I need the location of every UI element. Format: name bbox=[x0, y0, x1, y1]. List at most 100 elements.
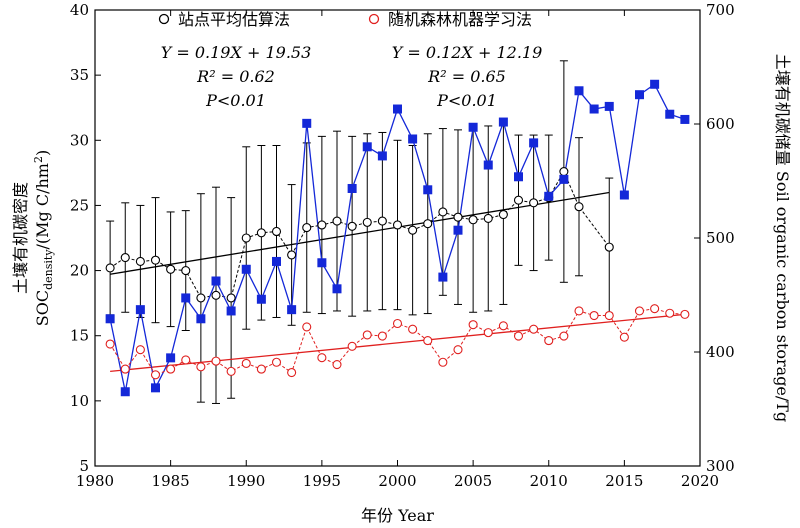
point-blue bbox=[544, 191, 554, 201]
point-blue bbox=[105, 314, 115, 324]
point-blue bbox=[604, 101, 614, 111]
point-site bbox=[332, 216, 342, 226]
point-rf bbox=[302, 322, 312, 332]
p-value: P<0.01 bbox=[205, 91, 266, 110]
point-rf bbox=[650, 304, 660, 314]
point-rf bbox=[423, 336, 433, 346]
point-rf bbox=[241, 358, 251, 368]
point-rf bbox=[377, 331, 387, 341]
series-line-site bbox=[109, 170, 610, 299]
point-blue bbox=[377, 151, 387, 161]
x-tick-label: 2010 bbox=[530, 472, 568, 490]
legend-label-rf: 随机森林机器学习法 bbox=[388, 10, 532, 29]
y-right-tick-label: 300 bbox=[706, 457, 735, 475]
point-site bbox=[559, 167, 569, 177]
point-rf bbox=[317, 353, 327, 363]
point-blue bbox=[135, 305, 145, 315]
point-blue bbox=[680, 114, 690, 124]
y-right-title-text: 土壤有机碳储量 Soil organic carbon storage/Tg bbox=[773, 54, 792, 422]
r-squared: R² = 0.65 bbox=[427, 67, 506, 86]
point-rf bbox=[150, 370, 161, 380]
point-blue bbox=[483, 160, 493, 170]
point-site bbox=[105, 263, 115, 273]
point-rf bbox=[271, 357, 282, 367]
y-left-tick-label: 25 bbox=[70, 196, 89, 214]
legend-marker-rf bbox=[368, 13, 380, 25]
y-left-tick-label: 20 bbox=[70, 262, 89, 280]
y-left-title-unit: SOCdensity/(Mg C/hm2) bbox=[32, 150, 55, 326]
y-left-title-main: 土壤有机碳密度 bbox=[11, 182, 30, 294]
point-rf bbox=[362, 330, 372, 340]
point-site bbox=[181, 266, 191, 276]
point-rf bbox=[196, 362, 206, 372]
point-rf bbox=[226, 366, 236, 376]
point-blue bbox=[635, 90, 644, 100]
y-left-close: ) bbox=[33, 150, 52, 156]
x-tick-label: 1980 bbox=[76, 472, 114, 490]
point-site bbox=[423, 219, 433, 229]
point-rf bbox=[529, 324, 539, 334]
point-site bbox=[377, 216, 387, 226]
point-blue bbox=[468, 122, 478, 132]
y-left-tick-label: 35 bbox=[70, 66, 89, 84]
y-left-tick-label: 15 bbox=[70, 327, 89, 345]
point-site bbox=[438, 207, 448, 217]
point-rf bbox=[589, 310, 599, 321]
point-site bbox=[408, 225, 418, 235]
point-rf bbox=[181, 355, 191, 365]
text-layer: 1980 1985 1990 1995 2000 2005 2010 2015 2020 5 10 1… bbox=[11, 1, 792, 525]
point-blue bbox=[181, 293, 191, 303]
point-site bbox=[483, 213, 493, 224]
y-right-tick-label: 400 bbox=[706, 343, 735, 361]
regression-equation: Y = 0.19X + 19.53 bbox=[161, 43, 312, 62]
point-site bbox=[529, 198, 539, 208]
point-site bbox=[196, 293, 206, 303]
x-tick-label: 2015 bbox=[605, 472, 643, 490]
y-left-unit: /(Mg C/hm bbox=[33, 163, 52, 249]
point-site bbox=[226, 293, 236, 303]
point-rf bbox=[619, 332, 629, 342]
point-site bbox=[513, 195, 524, 205]
series-line-rf bbox=[109, 308, 685, 376]
point-site bbox=[392, 220, 403, 230]
y-left-tick-label: 40 bbox=[70, 1, 89, 19]
point-blue bbox=[514, 172, 523, 182]
point-blue bbox=[650, 79, 660, 89]
legend-marker-site bbox=[158, 13, 170, 25]
point-blue bbox=[272, 256, 281, 266]
point-blue bbox=[332, 284, 342, 294]
point-site bbox=[574, 202, 584, 212]
point-rf bbox=[483, 328, 493, 338]
marks-layer bbox=[105, 60, 690, 404]
point-rf bbox=[332, 359, 342, 370]
y-right-tick-label: 700 bbox=[706, 1, 735, 19]
point-rf bbox=[392, 318, 403, 329]
trend-line-site bbox=[110, 191, 610, 275]
y-left-tick-label: 30 bbox=[70, 131, 89, 149]
point-rf bbox=[120, 364, 130, 374]
point-rf bbox=[453, 345, 463, 355]
x-tick-label: 1995 bbox=[303, 472, 341, 490]
point-rf bbox=[438, 357, 448, 367]
x-tick-label: 2000 bbox=[378, 472, 416, 490]
point-rf bbox=[166, 364, 176, 374]
regression-equation: Y = 0.12X + 12.19 bbox=[392, 43, 543, 62]
x-tick-label: 2005 bbox=[454, 472, 492, 490]
y-right-tick-label: 600 bbox=[706, 115, 735, 133]
point-site bbox=[271, 226, 282, 237]
p-value: P<0.01 bbox=[436, 91, 497, 110]
y-right-title: 土壤有机碳储量 Soil organic carbon storage/Tg bbox=[773, 54, 792, 422]
point-site bbox=[241, 233, 251, 243]
point-blue bbox=[438, 272, 448, 282]
point-blue bbox=[574, 86, 584, 96]
point-blue bbox=[347, 183, 357, 193]
point-blue bbox=[256, 294, 266, 304]
point-blue bbox=[151, 383, 160, 393]
point-site bbox=[166, 264, 176, 274]
point-blue bbox=[211, 276, 221, 286]
point-blue bbox=[665, 109, 675, 119]
point-rf bbox=[408, 324, 418, 334]
point-site bbox=[317, 220, 327, 230]
